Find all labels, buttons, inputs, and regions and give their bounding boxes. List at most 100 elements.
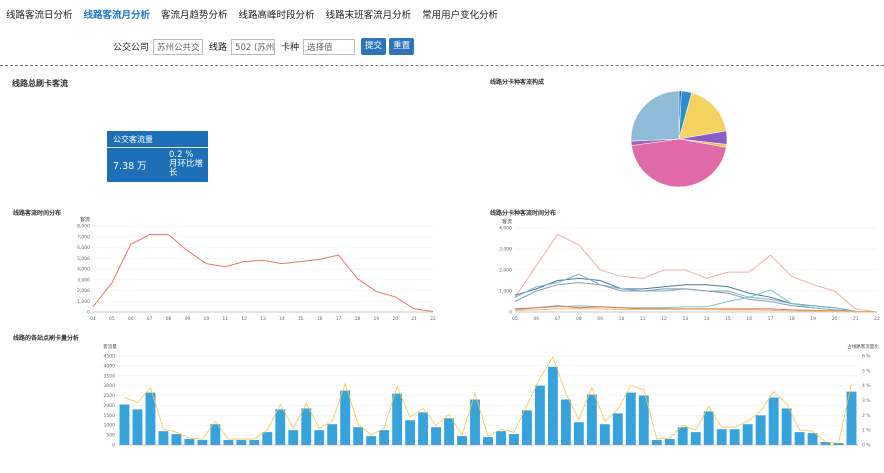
y-axis-label-right: 占线路客流量比 [847, 343, 879, 350]
pie-slice [631, 138, 727, 188]
y-tick-label: 0 [87, 310, 90, 316]
tab-item[interactable]: 线路客流日分析 [6, 10, 73, 21]
share-line [124, 356, 852, 444]
tab-item[interactable]: 线路高峰时段分析 [238, 10, 315, 21]
bar [379, 430, 390, 445]
bar [729, 429, 740, 445]
x-tick-label: 14 [704, 316, 710, 322]
cardtype-hourly-line-chart: 客流 0 1,000 2,000 3,000 4,000 05 06 07 08 09 10 11 12 1… [499, 218, 880, 322]
tab-item[interactable]: 常用用户变化分析 [422, 10, 499, 21]
tab-item[interactable]: 客流月趋势分析 [161, 10, 228, 21]
y-tick-label: 3,000 [499, 247, 512, 253]
kpi-title: 公交客流量 [107, 131, 208, 148]
x-tick-label: 21 [853, 316, 859, 322]
x-tick-label: 09 [185, 316, 191, 322]
company-label: 公交公司 [113, 43, 150, 53]
tab-item[interactable]: 线路末班客流月分析 [325, 10, 412, 21]
submit-button[interactable]: 提交 [361, 38, 387, 55]
y-tick-label: 7,000 [77, 234, 90, 240]
x-tick-label: 17 [768, 316, 774, 322]
bar [145, 392, 156, 445]
x-tick-label: 13 [260, 316, 266, 322]
bar [794, 432, 805, 445]
bar [690, 432, 701, 445]
bar [522, 410, 532, 445]
pie-title: 线路分卡种客流构成 [490, 79, 545, 86]
x-tick-label: 19 [373, 316, 379, 322]
bar [418, 412, 429, 445]
x-tick-label: 20 [832, 316, 838, 322]
x-tick-label: 11 [640, 316, 646, 322]
hourly-line-chart: 客流 0 1,000 2,000 3,000 4,000 5,000 6,000 7,000 8,… [77, 216, 436, 322]
bar [768, 397, 779, 445]
x-tick-label: 12 [241, 316, 247, 322]
y-axis-label: 客流 [502, 218, 512, 225]
pie-slice [678, 92, 727, 140]
bar [158, 431, 169, 445]
x-tick-label: 07 [555, 316, 561, 322]
y-tick-label: 0 [509, 310, 512, 316]
bar [431, 427, 442, 445]
y-axis-label: 客流 [80, 216, 90, 223]
tab-item[interactable]: 线路客流月分析 [83, 10, 151, 21]
divider [0, 65, 884, 66]
y-tick-label: 2,000 [499, 268, 512, 274]
bar [236, 440, 247, 445]
bar [314, 430, 325, 445]
y-tick-label: 1,000 [499, 289, 512, 295]
y-tick-label-right: 5 % [862, 368, 871, 374]
bar [119, 404, 130, 445]
bar [716, 429, 727, 445]
x-tick-label: 16 [746, 316, 752, 322]
series-line [514, 308, 878, 313]
bar [197, 440, 208, 445]
kpi-change: 0.2 % 月环比增长 [169, 151, 207, 178]
y-tick-label: 4,000 [499, 226, 512, 232]
y-tick-label: 500 [106, 433, 115, 439]
x-tick-label: 04 [90, 316, 96, 322]
tab-bar: 线路客流日分析 线路客流月分析 客流月趋势分析 线路高峰时段分析 线路末班客流月分析 常用… [6, 7, 509, 21]
bar [301, 408, 312, 445]
bar [703, 411, 714, 445]
y-tick-label: 3,000 [77, 277, 90, 283]
kpi-card: 公交客流量 7.38 万 0.2 % 月环比增长 [107, 131, 208, 182]
x-tick-label: 09 [597, 316, 603, 322]
stop-bar-chart: 客流量 占线路客流量比 0 500 1000 1500 2000 2500 3000 3500 40… [103, 343, 879, 449]
bar [353, 427, 364, 445]
total-title: 线路总刷卡客流 [12, 79, 68, 88]
line-label: 线路 [209, 43, 228, 53]
x-tick-label: 05 [512, 316, 518, 322]
x-tick-label: 07 [147, 316, 153, 322]
y-tick-label: 8,000 [77, 224, 90, 230]
stops-title: 线路的各站点刷卡量分析 [13, 335, 80, 342]
bar [677, 427, 688, 445]
x-tick-label: 11 [222, 316, 228, 322]
bar [820, 442, 831, 445]
y-tick-label-right: 4 % [862, 383, 871, 389]
bar [262, 432, 273, 445]
bar [638, 395, 649, 445]
bar [457, 436, 467, 445]
card-type-select[interactable]: 选择值 [303, 38, 356, 55]
x-tick-label: 20 [392, 316, 398, 322]
x-tick-label: 22 [874, 316, 880, 322]
x-tick-label: 06 [128, 316, 134, 322]
bar [483, 437, 493, 445]
bar [612, 413, 623, 445]
x-tick-label: 15 [725, 316, 731, 322]
x-tick-label: 14 [279, 316, 285, 322]
bar [171, 434, 182, 445]
y-tick-label: 3500 [104, 373, 116, 379]
bar [755, 415, 766, 445]
y-tick-label: 6,000 [77, 245, 90, 251]
hourly-title: 线路客流时间分布 [13, 210, 62, 217]
y-tick-label-right: 6 % [862, 354, 871, 360]
bar [833, 443, 844, 445]
reset-button[interactable]: 重置 [389, 38, 415, 55]
bar [560, 399, 571, 445]
line-select[interactable]: 502 (苏州 [231, 38, 276, 55]
y-tick-label: 0 [112, 443, 115, 449]
company-select[interactable]: 苏州公共交 [153, 38, 204, 55]
x-tick-label: 16 [317, 316, 323, 322]
y-tick-label: 3000 [104, 383, 116, 389]
